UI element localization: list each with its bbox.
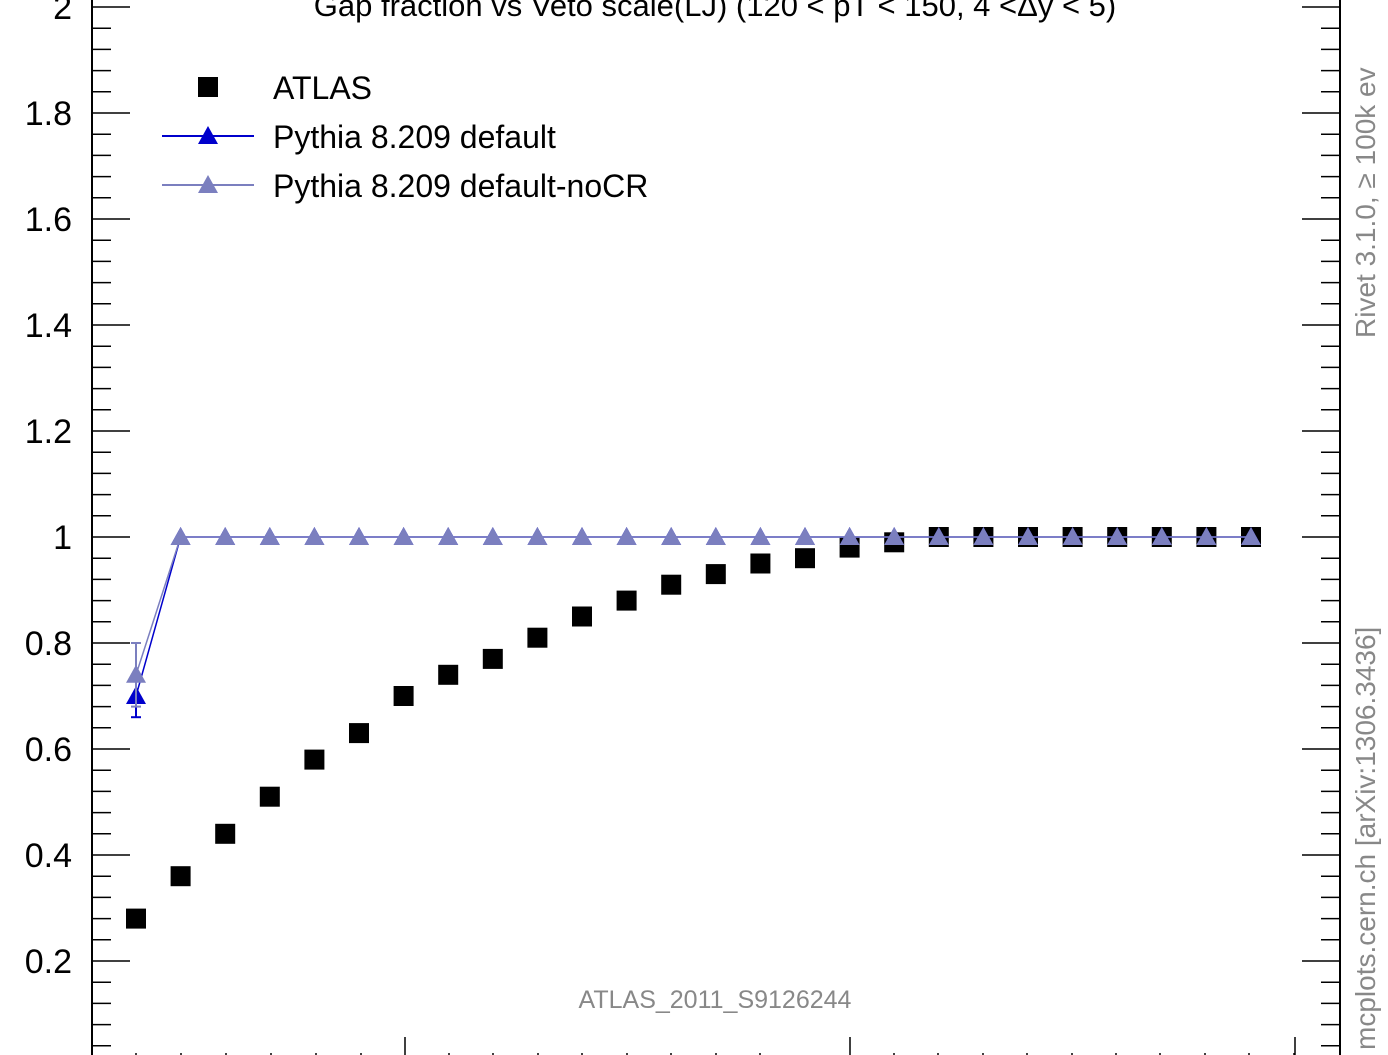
y-tick-label: 1.6 xyxy=(25,201,72,239)
data-point xyxy=(616,527,637,545)
y-tick-label: 1.2 xyxy=(25,413,72,451)
data-point xyxy=(259,786,280,807)
data-point xyxy=(438,527,459,545)
data-point xyxy=(884,527,905,545)
series-atlas xyxy=(126,527,1261,929)
data-point xyxy=(1107,527,1128,545)
chart-title: Gap fraction vs Veto scale(LJ) (120 < pT… xyxy=(314,0,1116,23)
data-point xyxy=(795,548,815,569)
legend-marker xyxy=(198,77,218,97)
y-tick-label: 1.4 xyxy=(25,307,72,345)
data-point xyxy=(705,564,726,585)
data-point xyxy=(438,664,459,685)
data-point xyxy=(572,527,592,545)
data-point xyxy=(170,866,191,887)
data-point xyxy=(1196,527,1217,545)
plot-border xyxy=(91,0,1341,1055)
y-tick-label: 0.6 xyxy=(25,731,72,769)
data-point xyxy=(393,686,414,706)
series-pythia-8-209-default xyxy=(126,527,1261,719)
y-tick-label: 0.2 xyxy=(25,943,72,981)
data-point xyxy=(1241,527,1261,545)
x-axis-ticks xyxy=(135,1037,1296,1055)
data-point xyxy=(839,527,860,545)
data-point xyxy=(349,527,369,545)
rivet-version-label: Rivet 3.1.0, ≥ 100k ev xyxy=(1350,67,1381,338)
data-point xyxy=(750,553,771,574)
legend-entry: Pythia 8.209 default xyxy=(162,119,556,155)
data-point xyxy=(304,527,325,545)
data-point xyxy=(527,627,548,648)
legend-marker xyxy=(198,126,218,144)
series-line xyxy=(135,536,1251,676)
data-point xyxy=(215,527,236,545)
data-point xyxy=(661,574,682,595)
y-tick-label: 0.4 xyxy=(25,837,72,875)
mcplots-citation-label: mcplots.cern.ch [arXiv:1306.3436] xyxy=(1350,627,1381,1050)
data-point xyxy=(661,527,682,545)
plot-frame xyxy=(91,0,1341,1055)
data-point xyxy=(1062,527,1083,545)
y-axis-ticks: 0 0.2 0.4 0.6 0.8 1 1.2 1.4 1.6 1.8 2 xyxy=(25,0,1340,1055)
y-tick-label: 1.8 xyxy=(25,95,72,133)
data-point xyxy=(349,723,369,744)
y-tick-label: 2 xyxy=(53,0,72,27)
series-line xyxy=(135,536,1251,697)
data-point xyxy=(482,527,503,545)
data-point xyxy=(973,527,994,545)
legend-label: Pythia 8.209 default-noCR xyxy=(273,168,648,204)
series-pythia-8-209-default-nocr xyxy=(126,527,1261,708)
y-tick-label: 1 xyxy=(53,519,72,557)
legend-entry: Pythia 8.209 default-noCR xyxy=(162,168,648,204)
analysis-watermark: ATLAS_2011_S9126244 xyxy=(579,986,852,1014)
legend-label: Pythia 8.209 default xyxy=(273,119,556,155)
data-series xyxy=(126,527,1261,929)
data-point xyxy=(1018,527,1038,545)
data-point xyxy=(259,527,280,545)
y-tick-label: 0.8 xyxy=(25,625,72,663)
legend: ATLAS Pythia 8.209 default Pythia 8.209 de… xyxy=(162,70,648,204)
data-point xyxy=(482,648,503,669)
data-point xyxy=(750,527,771,545)
data-point xyxy=(928,527,949,545)
data-point xyxy=(705,527,726,545)
legend-entry: ATLAS xyxy=(198,70,372,106)
data-point xyxy=(304,749,325,770)
data-point xyxy=(572,606,592,627)
legend-marker xyxy=(198,175,218,193)
data-point xyxy=(126,908,146,929)
data-point xyxy=(126,664,146,683)
data-point xyxy=(795,527,815,545)
data-point xyxy=(616,590,637,611)
data-point xyxy=(527,527,548,545)
legend-label: ATLAS xyxy=(273,70,372,106)
y-tick-label: 0 xyxy=(53,1049,72,1055)
data-point xyxy=(393,527,414,545)
data-point xyxy=(1151,527,1172,545)
data-point xyxy=(170,527,191,545)
data-point xyxy=(215,823,236,844)
